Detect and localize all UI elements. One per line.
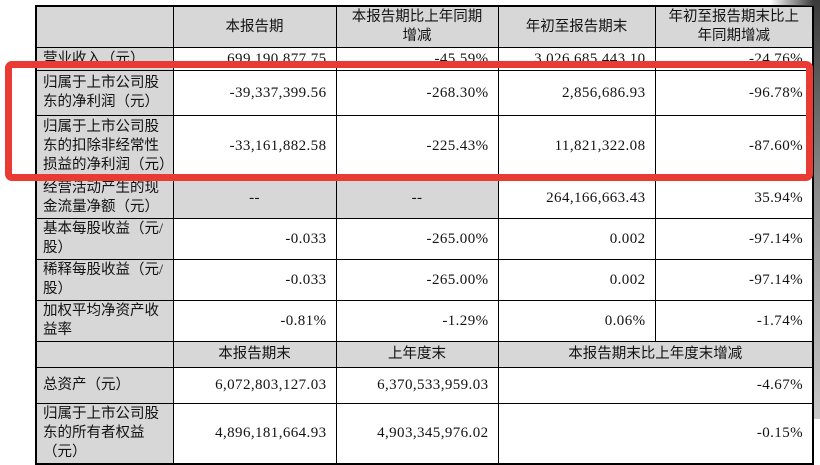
table-row-diluted-eps: 稀释每股收益（元/股） -0.033 -265.00% 0.002 -97.14… [35, 259, 814, 301]
corner-cell [35, 5, 174, 48]
col-header-prior-year-end: 上年度末 [335, 341, 499, 368]
cell-value: -97.14% [654, 259, 814, 301]
corner-cell [35, 341, 174, 368]
cell-value: -24.76% [654, 47, 814, 71]
cell-value: -0.81% [172, 300, 337, 342]
table-row-owners-equity: 归属于上市公司股东的所有者权益（元） 4,896,181,664.93 4,90… [35, 403, 814, 465]
cell-value: 6,370,533,959.03 [335, 367, 499, 404]
table-row-basic-eps: 基本每股收益（元/股） -0.033 -265.00% 0.002 -97.14… [35, 218, 814, 260]
cell-value: -4.67% [497, 367, 814, 404]
cell-value: 2,856,686.93 [497, 70, 656, 116]
window-edge-shadow-right-icon [814, 0, 820, 419]
table-row-net-profit: 归属于上市公司股东的净利润（元） -39,337,399.56 -268.30%… [35, 70, 814, 116]
cell-value: -- [172, 177, 337, 219]
cell-value: -225.43% [335, 115, 499, 178]
row-label: 加权平均净资产收益率 [35, 300, 174, 342]
cell-value: -- [335, 177, 499, 219]
col-header-period-end-change: 本报告期末比上年度末增减 [497, 341, 814, 368]
row-label: 归属于上市公司股东的净利润（元） [35, 70, 174, 116]
cell-value: 0.06% [497, 300, 656, 342]
col-header-current-period: 本报告期 [172, 5, 337, 48]
col-header-ytd: 年初至报告期末 [497, 5, 656, 48]
cell-value: 4,896,181,664.93 [172, 403, 337, 465]
table-row-net-profit-excl-nonrecurring: 归属于上市公司股东的扣除非经常性损益的净利润（元） -33,161,882.58… [35, 115, 814, 178]
cell-value: -265.00% [335, 259, 499, 301]
cell-value: -268.30% [335, 70, 499, 116]
cell-value: 0.002 [497, 218, 656, 260]
cell-value: 699,190,877.75 [172, 47, 337, 71]
row-label: 经营活动产生的现金流量净额（元） [35, 177, 174, 219]
table-row-weighted-avg-roe: 加权平均净资产收益率 -0.81% -1.29% 0.06% -1.74% [35, 300, 814, 342]
table-row-total-assets: 总资产（元） 6,072,803,127.03 6,370,533,959.03… [35, 367, 814, 404]
row-label: 总资产（元） [35, 367, 174, 404]
cell-value: -1.74% [654, 300, 814, 342]
cell-value: -0.033 [172, 259, 337, 301]
balance-header-row: 本报告期末 上年度末 本报告期末比上年度末增减 [35, 341, 814, 368]
cell-value: -1.29% [335, 300, 499, 342]
row-label: 基本每股收益（元/股） [35, 218, 174, 260]
row-label: 归属于上市公司股东的所有者权益（元） [35, 403, 174, 465]
col-header-current-period-yoy: 本报告期比上年同期增减 [335, 5, 499, 48]
cell-value: 11,821,322.08 [497, 115, 656, 178]
cell-value: -33,161,882.58 [172, 115, 337, 178]
cell-value: -265.00% [335, 218, 499, 260]
cell-value: -0.15% [497, 403, 814, 465]
col-header-ytd-yoy: 年初至报告期末比上年同期增减 [654, 5, 814, 48]
cell-value: 35.94% [654, 177, 814, 219]
row-label: 归属于上市公司股东的扣除非经常性损益的净利润（元） [35, 115, 174, 178]
cell-value: -96.78% [654, 70, 814, 116]
col-header-period-end: 本报告期末 [172, 341, 337, 368]
row-label: 稀释每股收益（元/股） [35, 259, 174, 301]
table-row-revenue: 营业收入（元） 699,190,877.75 -45.59% 3,026,685… [35, 47, 814, 71]
row-label: 营业收入（元） [35, 47, 174, 71]
cell-value: -0.033 [172, 218, 337, 260]
table-row-operating-cash-flow: 经营活动产生的现金流量净额（元） -- -- 264,166,663.43 35… [35, 177, 814, 219]
summary-header-row: 本报告期 本报告期比上年同期增减 年初至报告期末 年初至报告期末比上年同期增减 [35, 5, 814, 48]
cell-value: 0.002 [497, 259, 656, 301]
financial-summary-table: 本报告期 本报告期比上年同期增减 年初至报告期末 年初至报告期末比上年同期增减 … [35, 5, 814, 465]
cell-value: -39,337,399.56 [172, 70, 337, 116]
cell-value: -87.60% [654, 115, 814, 178]
cell-value: 4,903,345,976.02 [335, 403, 499, 465]
cell-value: 6,072,803,127.03 [172, 367, 337, 404]
cell-value: -97.14% [654, 218, 814, 260]
cell-value: 264,166,663.43 [497, 177, 656, 219]
cell-value: 3,026,685,443.10 [497, 47, 656, 71]
cell-value: -45.59% [335, 47, 499, 71]
